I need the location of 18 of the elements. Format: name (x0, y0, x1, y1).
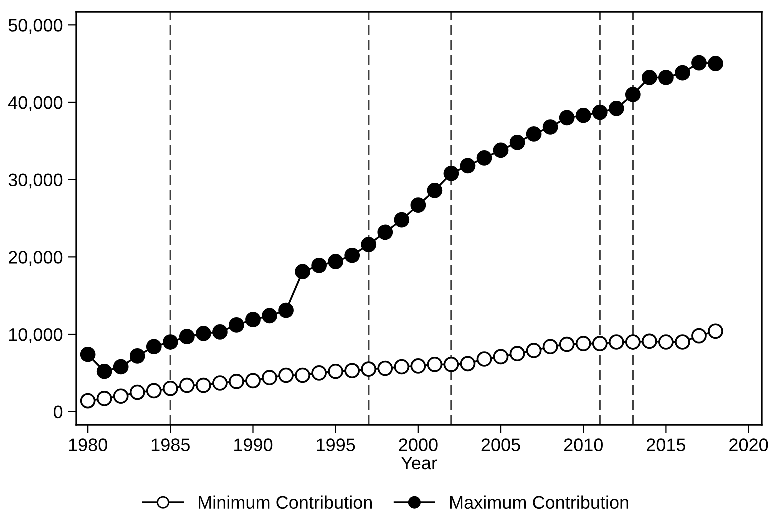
y-tick-label: 10,000 (9, 328, 63, 344)
x-tick-label: 2015 (647, 438, 686, 452)
x-tick-label: 1990 (234, 438, 273, 452)
x-tick-label: 2010 (564, 438, 603, 452)
x-tick-label: 2020 (730, 438, 768, 452)
x-axis-title: Year (401, 457, 438, 470)
y-tick-label: 40,000 (8, 96, 63, 112)
x-tick-label: 1980 (69, 438, 108, 452)
y-tick-label: 30,000 (8, 174, 63, 189)
x-tick-label: 1985 (152, 438, 190, 452)
legend-label: Minimum Contribution (199, 496, 372, 510)
legend-label: Maximum Contribution (450, 496, 628, 510)
x-tick-label: 1995 (317, 438, 356, 452)
x-tick-label: 2005 (482, 438, 520, 452)
y-tick-label: 0 (54, 406, 63, 419)
x-tick-label: 2000 (399, 438, 438, 452)
y-tick-label: 50,000 (8, 19, 63, 34)
y-tick-label: 20,000 (8, 251, 63, 266)
